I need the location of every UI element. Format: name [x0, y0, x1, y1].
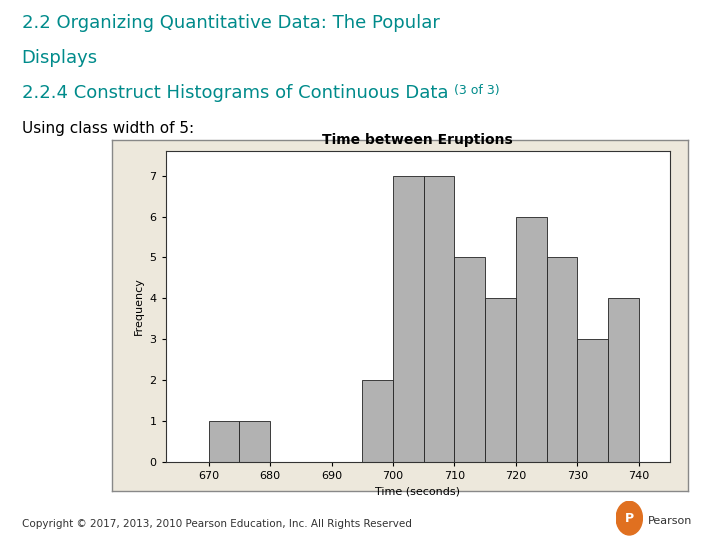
Bar	[239, 421, 270, 462]
Text: Copyright © 2017, 2013, 2010 Pearson Education, Inc. All Rights Reserved: Copyright © 2017, 2013, 2010 Pearson Edu…	[22, 519, 411, 529]
Text: P: P	[625, 511, 634, 525]
Bar	[546, 258, 577, 462]
Bar	[424, 176, 454, 462]
Y-axis label: Frequency: Frequency	[134, 278, 144, 335]
Text: Displays: Displays	[22, 49, 98, 66]
Circle shape	[616, 501, 642, 535]
Bar	[454, 258, 485, 462]
Text: (3 of 3): (3 of 3)	[450, 84, 500, 97]
Bar	[577, 339, 608, 462]
Bar	[209, 421, 239, 462]
Text: 2.2 Organizing Quantitative Data: The Popular: 2.2 Organizing Quantitative Data: The Po…	[22, 14, 439, 31]
Bar	[485, 298, 516, 462]
Title: Time between Eruptions: Time between Eruptions	[323, 133, 513, 147]
Bar	[608, 298, 639, 462]
Bar	[362, 380, 393, 462]
Text: 2.2.4 Construct Histograms of Continuous Data: 2.2.4 Construct Histograms of Continuous…	[22, 84, 448, 102]
Text: Using class width of 5:: Using class width of 5:	[22, 122, 194, 137]
X-axis label: Time (seconds): Time (seconds)	[375, 487, 460, 496]
Bar	[393, 176, 424, 462]
Bar	[516, 217, 546, 462]
Text: Pearson: Pearson	[648, 516, 693, 526]
